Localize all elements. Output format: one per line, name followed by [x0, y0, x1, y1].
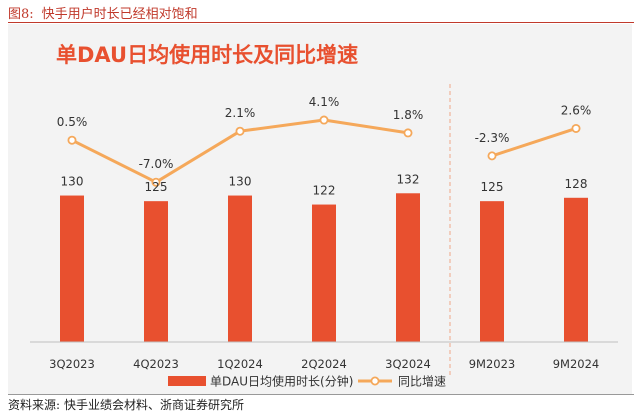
growth-point-9M2024	[571, 123, 581, 133]
growth-value-label: -7.0%	[139, 157, 174, 171]
figure-caption: 图8: 快手用户时长已经相对饱和	[8, 3, 206, 22]
caption-rule	[8, 22, 634, 23]
bar-2Q2024	[312, 204, 336, 342]
chart-panel: 单DAU日均使用时长及同比增速 130 125 130 122 132 125 128 0.5…	[8, 24, 632, 394]
growth-point-1Q2024	[235, 126, 245, 136]
growth-value-label: 1.8%	[393, 108, 424, 122]
bar-value-label: 125	[481, 180, 504, 194]
x-tick-label: 9M2024	[553, 357, 600, 371]
growth-point-9M2023	[487, 151, 497, 161]
growth-value-label: 4.1%	[309, 95, 340, 109]
bar-value-label: 132	[397, 172, 420, 186]
source-rule	[8, 394, 634, 395]
bar-3Q2023	[60, 195, 84, 342]
growth-point-2Q2024	[319, 115, 329, 125]
x-tick-label: 3Q2024	[385, 357, 431, 371]
x-tick-label: 3Q2023	[49, 357, 95, 371]
x-tick-label: 1Q2024	[217, 357, 263, 371]
legend-line-label: 同比增速	[398, 375, 446, 389]
x-tick-label: 4Q2023	[133, 357, 179, 371]
growth-value-label: -2.3%	[475, 131, 510, 145]
bar-value-label: 125	[145, 180, 168, 194]
chart-title: 单DAU日均使用时长及同比增速	[56, 43, 358, 67]
figure-caption-text: 快手用户时长已经相对饱和	[41, 7, 198, 22]
legend-bar-label: 单DAU日均使用时长(分钟)	[210, 374, 353, 389]
x-tick-label: 9M2023	[469, 357, 516, 371]
figure-label: 图8:	[8, 7, 34, 22]
bar-value-label: 128	[565, 177, 588, 191]
source-text: 快手业绩会材料、浙商证券研究所	[64, 398, 245, 412]
bar-4Q2023	[144, 201, 168, 342]
growth-value-label: 0.5%	[57, 115, 88, 129]
legend-bar-swatch	[168, 376, 206, 386]
bar-3Q2024	[396, 193, 420, 342]
bar-value-label: 130	[229, 175, 252, 189]
growth-value-label: 2.6%	[561, 103, 592, 117]
growth-point-3Q2023	[67, 135, 77, 145]
growth-value-label: 2.1%	[225, 106, 256, 120]
bar-9M2024	[564, 197, 588, 342]
source-label: 资料来源:	[8, 398, 61, 412]
growth-point-4Q2023	[151, 177, 161, 187]
bar-value-label: 130	[61, 175, 84, 189]
x-tick-label: 2Q2024	[301, 357, 347, 371]
growth-line-segment-2	[491, 126, 577, 158]
legend-line-marker	[370, 376, 380, 386]
bar-value-label: 122	[313, 184, 336, 198]
bar-1Q2024	[228, 195, 252, 342]
bar-9M2023	[480, 201, 504, 342]
chart: 单DAU日均使用时长及同比增速 130 125 130 122 132 125 128 0.5…	[30, 43, 618, 389]
growth-point-3Q2024	[403, 128, 413, 138]
source-note: 资料来源: 快手业绩会材料、浙商证券研究所	[8, 396, 248, 413]
